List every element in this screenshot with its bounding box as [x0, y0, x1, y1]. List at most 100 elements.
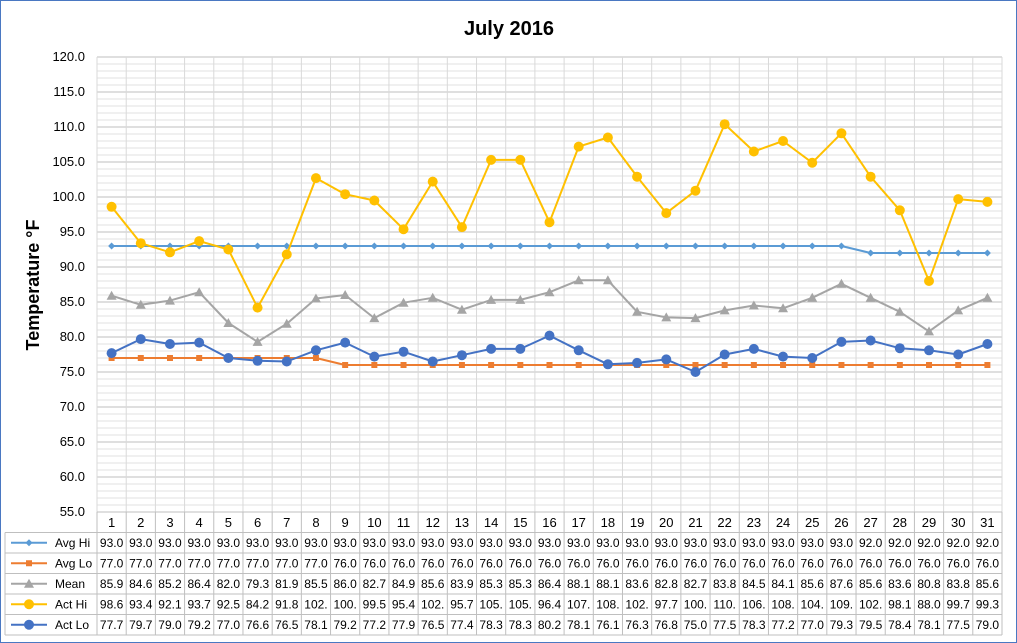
table-cell: 77.0: [158, 556, 182, 570]
data-point: [778, 351, 789, 362]
data-point: [780, 362, 787, 368]
table-cell: 109.: [830, 597, 853, 611]
table-cell: 98.1: [888, 597, 912, 611]
data-point: [515, 343, 526, 354]
table-cell: 78.1: [917, 618, 941, 632]
data-point: [807, 292, 818, 302]
data-point: [896, 362, 903, 368]
table-cell: 84.6: [129, 577, 153, 591]
data-point: [926, 362, 933, 368]
x-tick-label: 15: [513, 515, 527, 530]
table-cell: 98.6: [100, 597, 124, 611]
table-cell: 77.0: [801, 618, 825, 632]
table-cell: 93.7: [187, 597, 211, 611]
data-point: [602, 359, 613, 370]
table-cell: 76.1: [596, 618, 620, 632]
table-cell: 93.0: [129, 536, 153, 550]
table-cell: 88.1: [567, 577, 591, 591]
data-point: [108, 242, 116, 250]
legend-label: Act Hi: [55, 597, 87, 611]
data-point: [137, 355, 144, 361]
table-cell: 84.5: [742, 577, 766, 591]
data-point: [371, 362, 378, 368]
data-point: [427, 176, 438, 187]
table-cell: 76.0: [363, 556, 387, 570]
data-point: [953, 194, 964, 205]
data-point: [164, 339, 175, 349]
x-tick-label: 1: [108, 515, 115, 530]
table-cell: 85.2: [158, 577, 182, 591]
data-point: [223, 244, 234, 255]
table-cell: 93.0: [771, 536, 795, 550]
table-cell: 79.0: [158, 618, 182, 632]
table-cell: 76.3: [625, 618, 649, 632]
data-table: 1 2 3 4 5 6 7 8 9 10 11 12 13 14 15 16 17 18 19 20 21 22 23 24 2…: [4, 511, 1003, 636]
data-point: [456, 350, 467, 361]
x-tick-label: 25: [805, 515, 819, 530]
data-point: [486, 294, 497, 304]
table-cell: 86.0: [333, 577, 357, 591]
table-cell: 102.: [304, 597, 327, 611]
x-tick-label: 5: [225, 515, 232, 530]
table-cell: 76.0: [421, 556, 445, 570]
table-cell: 100.: [684, 597, 707, 611]
table-cell: 77.0: [100, 556, 124, 570]
data-point: [692, 362, 699, 368]
y-tick-label: 75.0: [60, 364, 85, 379]
y-axis-label: Temperature °F: [23, 220, 43, 351]
table-cell: 77.0: [275, 556, 299, 570]
data-point: [865, 171, 876, 182]
data-point: [516, 242, 524, 250]
y-tick-label: 115.0: [53, 84, 85, 99]
table-cell: 93.0: [801, 536, 825, 550]
data-point: [836, 278, 847, 288]
table-cell: 85.6: [976, 577, 1000, 591]
data-point: [252, 336, 263, 346]
table-cell: 93.0: [655, 536, 679, 550]
table-cell: 77.0: [217, 556, 241, 570]
x-tick-label: 20: [659, 515, 673, 530]
table-cell: 108.: [771, 597, 794, 611]
table-cell: 85.6: [859, 577, 883, 591]
y-tick-label: 80.0: [60, 329, 85, 344]
data-point: [661, 354, 672, 365]
table-cell: 78.3: [479, 618, 503, 632]
table-cell: 83.6: [625, 577, 649, 591]
table-cell: 76.0: [333, 556, 357, 570]
table-cell: 95.7: [450, 597, 474, 611]
data-point: [867, 362, 874, 368]
table-cell: 78.3: [742, 618, 766, 632]
data-point: [778, 136, 789, 146]
table-cell: 76.0: [771, 556, 795, 570]
table-cell: 92.0: [976, 536, 1000, 550]
data-point: [369, 351, 380, 362]
table-cell: 76.0: [538, 556, 562, 570]
table-cell: 76.0: [450, 556, 474, 570]
data-point: [486, 343, 497, 354]
data-point: [398, 297, 409, 307]
table-cell: 92.0: [917, 536, 941, 550]
x-tick-label: 19: [630, 515, 644, 530]
table-cell: 79.7: [129, 618, 153, 632]
data-point: [517, 362, 524, 368]
data-point: [748, 300, 759, 310]
table-cell: 79.3: [246, 577, 270, 591]
table-cell: 76.0: [684, 556, 708, 570]
data-point: [342, 362, 349, 368]
table-cell: 76.0: [713, 556, 737, 570]
data-point: [809, 362, 816, 368]
table-cell: 110.: [713, 597, 735, 611]
table-cell: 93.0: [246, 536, 270, 550]
table-cell: 84.2: [246, 597, 270, 611]
data-point: [254, 242, 262, 250]
table-cell: 85.9: [100, 577, 124, 591]
y-tick-label: 110.0: [53, 119, 85, 134]
data-point: [458, 242, 466, 250]
table-cell: 82.0: [217, 577, 241, 591]
data-point: [310, 345, 321, 356]
table-cell: 102.: [421, 597, 444, 611]
table-cell: 79.2: [187, 618, 211, 632]
table-cell: 85.5: [304, 577, 328, 591]
